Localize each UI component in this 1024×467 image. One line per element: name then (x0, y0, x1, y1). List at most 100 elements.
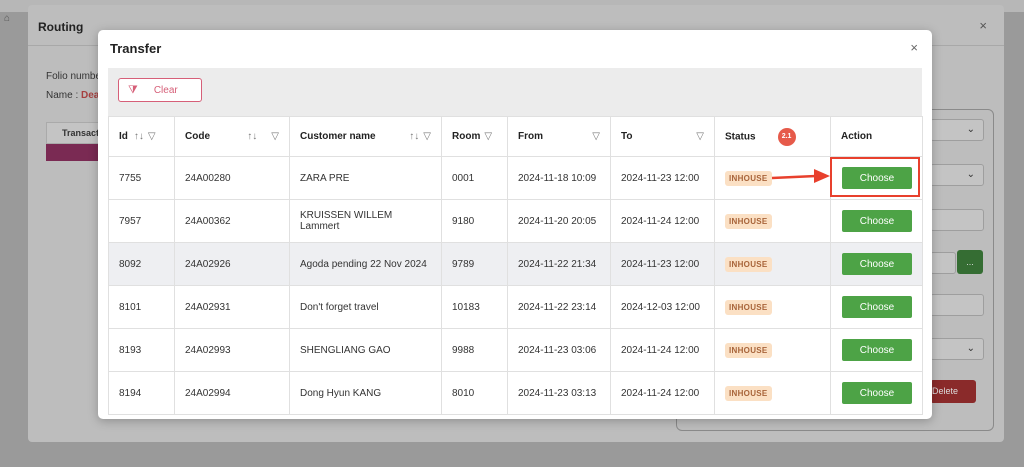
filter-icon[interactable]: ▽ (271, 131, 279, 142)
col-code[interactable]: Code ↑↓ ▽ (174, 116, 290, 157)
col-label: From (518, 131, 543, 142)
cell-to: 2024-11-24 12:00 (610, 199, 715, 243)
col-label: Code (185, 131, 210, 142)
cell-to: 2024-11-24 12:00 (610, 371, 715, 415)
delete-button[interactable]: Delete (930, 380, 976, 403)
cell-status: INHOUSE (714, 285, 831, 329)
cell-from: 2024-11-22 21:34 (507, 242, 611, 286)
cell-code: 24A02931 (174, 285, 290, 329)
filter-clear-icon: ⧩ (128, 83, 138, 96)
cell-customer: ZARA PRE (289, 156, 442, 200)
cell-customer: Don't forget travel (289, 285, 442, 329)
cell-id: 8193 (108, 328, 175, 372)
col-customer-name[interactable]: Customer name ↑↓ ▽ (289, 116, 442, 157)
annotation-arrow-icon (771, 169, 830, 183)
status-badge: INHOUSE (725, 213, 772, 229)
cell-code: 24A00280 (174, 156, 290, 200)
routing-input-1[interactable] (930, 209, 984, 231)
status-badge: INHOUSE (725, 256, 772, 272)
more-dots-button[interactable]: ... (957, 250, 983, 274)
table-header-row: Id ↑↓ ▽ Code ↑↓ ▽ Customer name ↑↓ ▽ Room ▽ Fro… (108, 116, 923, 157)
name-value: Dea (81, 90, 100, 101)
choose-button[interactable]: Choose (842, 339, 912, 361)
filter-icon[interactable]: ▽ (484, 131, 493, 142)
col-room[interactable]: Room ▽ (441, 116, 508, 157)
cell-code: 24A02994 (174, 371, 290, 415)
sort-icon[interactable]: ↑↓ (133, 131, 144, 142)
home-icon[interactable]: ⌂ (4, 13, 11, 24)
chevron-down-icon: ⌄ (966, 169, 975, 180)
status-badge: INHOUSE (725, 299, 772, 315)
cell-action: Choose (830, 199, 923, 243)
choose-button[interactable]: Choose (842, 253, 912, 275)
status-badge: INHOUSE (725, 385, 772, 401)
routing-select-2[interactable]: ⌄ (930, 164, 984, 186)
cell-to: 2024-12-03 12:00 (610, 285, 715, 329)
routing-select-1[interactable]: ⌄ (930, 119, 984, 141)
choose-button[interactable]: Choose (842, 210, 912, 232)
col-from[interactable]: From ▽ (507, 116, 611, 157)
sort-icon[interactable]: ↑↓ (247, 131, 258, 142)
cell-status: INHOUSE (714, 328, 831, 372)
transfer-close-icon[interactable]: × (910, 40, 918, 55)
routing-select-3[interactable]: ⌄ (930, 338, 984, 360)
choose-button[interactable]: Choose (842, 167, 912, 189)
cell-room: 9789 (441, 242, 508, 286)
cell-code: 24A00362 (174, 199, 290, 243)
cell-action: Choose (830, 328, 923, 372)
col-action: Action (830, 116, 923, 157)
status-badge: INHOUSE (725, 342, 772, 358)
transfer-table: Id ↑↓ ▽ Code ↑↓ ▽ Customer name ↑↓ ▽ Room ▽ Fro… (108, 116, 923, 415)
routing-input-3[interactable] (930, 294, 984, 316)
filter-icon[interactable]: ▽ (592, 131, 600, 142)
filter-icon[interactable]: ▽ (423, 131, 431, 142)
step-badge: 2.1 (777, 127, 796, 146)
cell-to: 2024-11-23 12:00 (610, 156, 715, 200)
cell-from: 2024-11-22 23:14 (507, 285, 611, 329)
cell-from: 2024-11-18 10:09 (507, 156, 611, 200)
transfer-title: Transfer (110, 41, 162, 56)
table-row: 8101 24A02931 Don't forget travel 10183 … (108, 285, 923, 329)
cell-room: 10183 (441, 285, 508, 329)
sort-icon[interactable]: ↑↓ (409, 131, 420, 142)
table-row: 7755 24A00280 ZARA PRE 0001 2024-11-18 1… (108, 156, 923, 200)
folio-number-label: Folio numbe (46, 71, 102, 82)
col-label: Room (452, 131, 481, 142)
table-row: 8092 24A02926 Agoda pending 22 Nov 2024 … (108, 242, 923, 286)
cell-customer: SHENGLIANG GAO (289, 328, 442, 372)
clear-filter-button[interactable]: ⧩ Clear (118, 78, 202, 102)
table-row: 8194 24A02994 Dong Hyun KANG 8010 2024-1… (108, 371, 923, 415)
name-label: Name : (46, 90, 79, 101)
cell-from: 2024-11-20 20:05 (507, 199, 611, 243)
choose-button[interactable]: Choose (842, 296, 912, 318)
filter-icon[interactable]: ▽ (696, 131, 704, 142)
filter-icon[interactable]: ▽ (147, 131, 156, 142)
table-row: 8193 24A02993 SHENGLIANG GAO 9988 2024-1… (108, 328, 923, 372)
choose-button[interactable]: Choose (842, 382, 912, 404)
col-status: Status 2.1 (714, 116, 831, 157)
col-label: To (621, 131, 633, 142)
routing-title: Routing (38, 20, 84, 34)
cell-to: 2024-11-23 12:00 (610, 242, 715, 286)
cell-room: 8010 (441, 371, 508, 415)
chevron-down-icon: ⌄ (966, 124, 975, 135)
cell-id: 7957 (108, 199, 175, 243)
cell-from: 2024-11-23 03:13 (507, 371, 611, 415)
col-label: Customer name (300, 131, 376, 142)
col-label: Status (725, 131, 756, 143)
transaction-header: Transact (46, 122, 106, 144)
cell-customer: Agoda pending 22 Nov 2024 (289, 242, 442, 286)
cell-id: 8092 (108, 242, 175, 286)
routing-input-2[interactable] (930, 252, 956, 274)
clear-label: Clear (153, 84, 178, 96)
routing-close-icon[interactable]: × (979, 18, 987, 33)
annotation-highlight-box (830, 157, 920, 197)
cell-code: 24A02993 (174, 328, 290, 372)
cell-room: 9988 (441, 328, 508, 372)
col-id[interactable]: Id ↑↓ ▽ (108, 116, 175, 157)
col-label: Id (119, 131, 128, 142)
cell-status: INHOUSE (714, 199, 831, 243)
col-to[interactable]: To ▽ (610, 116, 715, 157)
cell-status: INHOUSE (714, 371, 831, 415)
table-row: 7957 24A00362 KRUISSEN WILLEM Lammert 91… (108, 199, 923, 243)
